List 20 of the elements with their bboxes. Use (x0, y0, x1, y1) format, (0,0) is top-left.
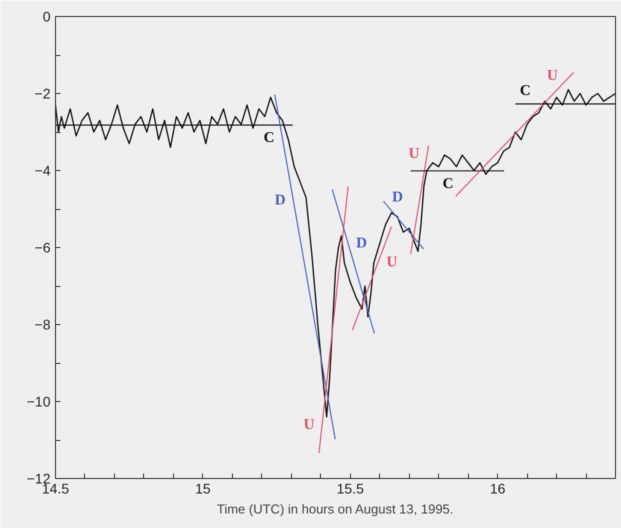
y-tick-label: 0 (42, 8, 51, 24)
y-tick-label: −8 (34, 316, 51, 332)
series-label: D (392, 190, 404, 206)
y-tick-label: −4 (34, 162, 51, 178)
x-tick-label: 15 (195, 480, 211, 496)
series-label: U (547, 68, 558, 84)
series-label: U (386, 254, 398, 270)
y-tick-label: −6 (34, 240, 51, 256)
y-tick-label: −2 (34, 86, 51, 102)
series-label: U (304, 416, 315, 433)
series-label: C (520, 82, 531, 99)
series-label: D (274, 192, 286, 208)
series-label: C (442, 176, 454, 192)
x-tick-label: 16 (490, 480, 506, 496)
x-tick-label: 15.5 (336, 480, 364, 496)
series-label: C (264, 130, 274, 146)
series-label: D (356, 235, 368, 252)
series-label: U (408, 146, 420, 162)
x-axis-title: Time (UTC) in hours on August 13, 1995. (216, 502, 454, 516)
y-tick-label: −10 (26, 394, 51, 410)
